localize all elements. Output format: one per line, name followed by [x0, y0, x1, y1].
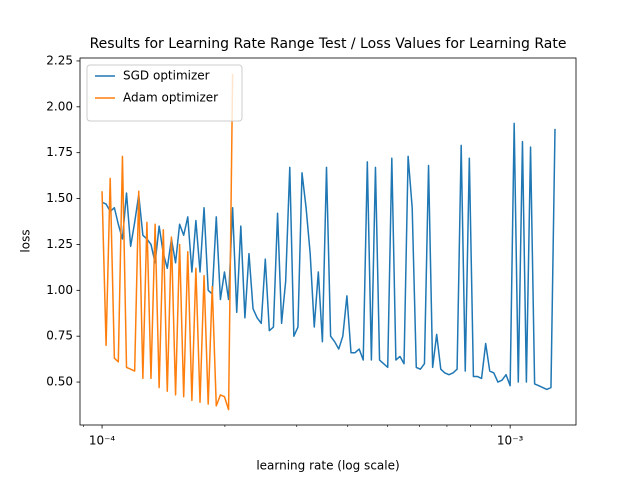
x-tick-label: 10⁻³	[497, 434, 524, 448]
legend-box	[86, 64, 243, 122]
y-tick-label: 1.75	[46, 145, 73, 159]
y-tick-label: 1.25	[46, 237, 73, 251]
y-tick-label: 0.50	[46, 375, 73, 389]
series-line	[101, 73, 234, 411]
legend-label: Adam optimizer	[123, 91, 218, 105]
legend-label: SGD optimizer	[123, 69, 210, 83]
series-line	[101, 122, 556, 391]
y-tick-label: 1.50	[46, 191, 73, 205]
x-axis-label: learning rate (log scale)	[256, 459, 399, 473]
y-tick-label: 1.00	[46, 283, 73, 297]
plot-frame	[79, 57, 577, 426]
y-tick-label: 0.75	[46, 329, 73, 343]
y-tick-label: 2.00	[46, 99, 73, 113]
y-tick-label: 2.25	[46, 53, 73, 67]
y-axis-label: loss	[19, 229, 33, 252]
chart-title: Results for Learning Rate Range Test / L…	[90, 36, 567, 52]
x-tick-label: 10⁻⁴	[89, 434, 116, 448]
